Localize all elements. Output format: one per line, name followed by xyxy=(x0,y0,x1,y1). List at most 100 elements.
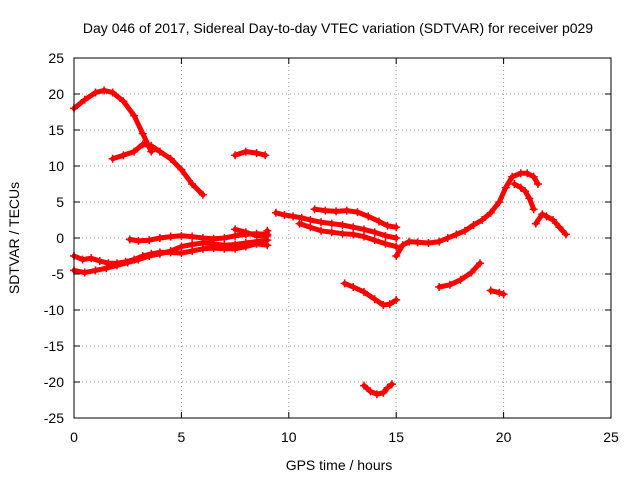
y-tick-label: 0 xyxy=(56,230,64,246)
data-point xyxy=(529,172,538,181)
series-track-11 xyxy=(510,180,538,214)
data-point xyxy=(555,223,564,232)
x-tick-label: 5 xyxy=(178,429,186,445)
data-point xyxy=(241,228,250,237)
data-point xyxy=(147,141,156,150)
data-point xyxy=(538,210,547,219)
data-point xyxy=(155,249,164,258)
data-point xyxy=(469,221,478,230)
data-point xyxy=(392,252,401,260)
series-track-7 xyxy=(271,208,401,242)
y-axis-label: SDTVAR / TECUs xyxy=(6,182,22,294)
data-point xyxy=(383,221,392,230)
data-point xyxy=(220,241,229,250)
data-point xyxy=(138,140,147,149)
data-point xyxy=(321,206,330,215)
data-point xyxy=(486,208,495,217)
chart-title: Day 046 of 2017, Sidereal Day-to-day VTE… xyxy=(83,20,593,36)
data-point xyxy=(188,180,197,188)
data-point xyxy=(529,205,538,214)
data-point xyxy=(295,219,304,228)
data-point xyxy=(134,255,143,264)
x-tick-label: 10 xyxy=(281,429,297,445)
data-point xyxy=(510,180,519,188)
data-point xyxy=(531,219,540,228)
data-point xyxy=(392,234,401,242)
data-point xyxy=(241,239,250,248)
data-point xyxy=(198,190,207,199)
data-point xyxy=(112,261,121,270)
series-track-16 xyxy=(359,380,396,399)
series-track-15 xyxy=(486,286,508,299)
data-point xyxy=(342,206,351,215)
y-tick-label: -15 xyxy=(44,338,64,354)
data-point xyxy=(130,147,139,156)
data-point xyxy=(134,236,143,245)
data-point xyxy=(231,151,240,160)
data-point xyxy=(145,252,154,260)
data-point xyxy=(523,169,532,178)
data-point xyxy=(125,235,134,244)
y-tick-label: 5 xyxy=(56,194,64,210)
data-point xyxy=(95,257,104,266)
data-point xyxy=(349,230,358,239)
data-point xyxy=(387,380,396,389)
data-point xyxy=(306,216,315,224)
y-tick-label: -25 xyxy=(44,410,64,426)
data-point xyxy=(138,129,147,138)
data-point xyxy=(155,147,164,156)
data-point xyxy=(392,295,401,304)
data-point xyxy=(413,238,422,247)
data-point xyxy=(78,255,87,264)
data-point xyxy=(495,288,504,297)
data-point xyxy=(166,154,175,163)
series-line xyxy=(533,211,569,237)
series-track-17 xyxy=(231,225,272,240)
data-point xyxy=(392,223,401,232)
series-track-9 xyxy=(310,205,401,232)
series-line xyxy=(110,141,206,198)
data-point xyxy=(383,383,392,392)
data-point xyxy=(155,234,164,242)
data-point xyxy=(542,212,551,221)
data-point xyxy=(123,258,132,267)
data-point xyxy=(525,194,534,203)
data-point xyxy=(486,286,495,295)
data-point xyxy=(252,149,261,158)
data-point xyxy=(516,183,525,192)
data-point xyxy=(130,111,139,120)
data-point xyxy=(385,300,394,309)
data-point xyxy=(177,231,186,240)
data-point xyxy=(445,280,454,289)
data-point xyxy=(91,266,100,275)
data-point xyxy=(561,230,570,239)
data-point xyxy=(499,290,508,299)
data-point xyxy=(220,234,229,242)
data-point xyxy=(145,236,154,245)
data-point xyxy=(119,151,128,160)
data-point xyxy=(87,254,96,263)
data-point xyxy=(338,229,347,238)
data-point xyxy=(370,236,379,245)
data-point xyxy=(435,237,444,246)
x-tick-label: 25 xyxy=(603,429,619,445)
data-point xyxy=(166,232,175,241)
data-point xyxy=(443,234,452,242)
data-point xyxy=(340,279,349,288)
y-tick-label: -10 xyxy=(44,302,64,318)
data-point xyxy=(475,259,484,268)
x-tick-label: 20 xyxy=(496,429,512,445)
data-point xyxy=(108,88,117,97)
data-point xyxy=(80,95,89,104)
data-point xyxy=(381,239,390,248)
x-axis-label: GPS time / hours xyxy=(286,457,393,473)
series-line xyxy=(232,149,268,158)
series-track-13 xyxy=(340,279,401,309)
y-tick-label: 15 xyxy=(48,122,64,138)
data-point xyxy=(495,198,504,206)
y-tick-label: -5 xyxy=(52,266,65,282)
series-track-1 xyxy=(70,86,156,156)
data-point xyxy=(317,218,326,227)
data-point xyxy=(252,231,261,240)
